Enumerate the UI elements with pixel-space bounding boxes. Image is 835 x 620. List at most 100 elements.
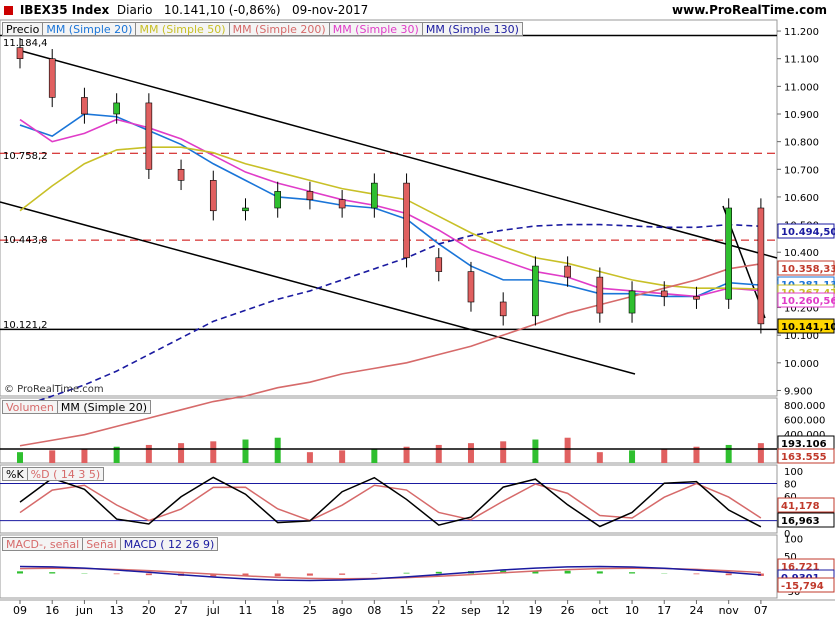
price-legend: Precio MM (Simple 20) MM (Simple 50) MM (Si… — [2, 22, 523, 36]
volume-bar — [500, 441, 507, 463]
legend-item[interactable]: MM (Simple 130) — [421, 22, 523, 36]
x-tick-label: nov — [719, 604, 740, 617]
level-label-4: 10.121,2 — [3, 320, 48, 331]
level-label-3: 10.443,8 — [3, 235, 48, 246]
x-tick-label: sep — [461, 604, 480, 617]
value-badge-text: 10.494,50 — [781, 227, 835, 238]
y-tick-label: 50 — [784, 552, 797, 563]
x-tick-label: 24 — [689, 604, 703, 617]
x-tick-label: 10 — [625, 604, 639, 617]
level-label-2: 10.758,2 — [3, 151, 48, 162]
macd-histogram-bar — [564, 570, 571, 574]
macd-histogram-bar — [435, 571, 442, 574]
volume-bar — [274, 437, 281, 463]
legend-item[interactable]: %K — [2, 467, 28, 481]
macd-line — [19, 565, 761, 582]
candle-body — [628, 290, 636, 314]
y-tick-label: 10.400 — [784, 248, 819, 259]
volume-legend: Volumen MM (Simple 20) — [2, 400, 152, 414]
volume-bar — [693, 446, 700, 463]
y-tick-label: 100 — [784, 535, 803, 546]
volume-bar — [339, 450, 346, 463]
x-tick-label: 18 — [271, 604, 285, 617]
chart-header: IBEX35 Index Diario 10.141,10 (-0,86%) 0… — [4, 3, 368, 17]
stoch-legend: %K %D ( 14 3 5) — [2, 467, 105, 481]
candle-body — [274, 191, 282, 209]
volume-bar — [629, 450, 636, 463]
candle-body — [113, 102, 120, 115]
value-badge-text: 193.106 — [781, 439, 827, 450]
y-tick-label: 80 — [784, 480, 797, 491]
volume-bar — [467, 443, 474, 463]
legend-item[interactable]: MACD-, señal — [2, 537, 84, 551]
macd-histogram-bar — [145, 573, 152, 576]
volume-bar — [17, 452, 23, 463]
candle-body — [145, 102, 153, 170]
volume-bar — [371, 448, 378, 463]
candle-body — [660, 290, 668, 297]
y-tick-label: 100 — [784, 467, 803, 478]
x-tick-label: 12 — [496, 604, 510, 617]
volume-bar — [81, 448, 88, 463]
volume-bar — [564, 437, 571, 463]
candle-body — [757, 207, 765, 325]
legend-item[interactable]: MM (Simple 30) — [328, 22, 423, 36]
x-tick-label: 09 — [13, 604, 27, 617]
candle-body — [499, 301, 507, 317]
value-badge-text: 163.555 — [781, 452, 827, 463]
site-url[interactable]: www.ProRealTime.com — [672, 3, 827, 17]
watermark: © ProRealTime.com — [4, 384, 104, 395]
y-tick-label: 800.000 — [784, 401, 825, 412]
x-tick-label: oct — [591, 604, 609, 617]
volume-bar — [210, 441, 217, 463]
y-tick-label: 9.900 — [784, 386, 813, 397]
volume-bar — [145, 444, 152, 463]
legend-item[interactable]: Volumen — [2, 400, 58, 414]
y-tick-label: 10.000 — [784, 359, 819, 370]
macd-histogram-bar — [629, 572, 636, 574]
period: Diario — [116, 3, 153, 17]
macd-histogram-bar — [242, 573, 249, 577]
value-badge — [777, 448, 835, 464]
macd-histogram-bar — [532, 570, 539, 574]
value-badge — [777, 260, 835, 276]
value-badge — [777, 497, 835, 513]
legend-item[interactable]: MACD ( 12 26 9) — [119, 537, 219, 551]
y-tick-label: 10.700 — [784, 165, 819, 176]
candle-body — [403, 182, 410, 259]
symbol-name[interactable]: IBEX35 Index — [19, 3, 110, 17]
legend-item[interactable]: Precio — [2, 22, 44, 36]
macd-histogram-bar — [210, 573, 217, 577]
candle-body — [693, 296, 700, 300]
x-tick-label: 13 — [110, 604, 124, 617]
x-tick-label: 16 — [45, 604, 59, 617]
legend-item[interactable]: Señal — [82, 537, 121, 551]
volume-bar — [757, 443, 764, 463]
x-tick-label: ago — [332, 604, 353, 617]
macd-histogram-bar — [725, 573, 732, 576]
legend-item[interactable]: MM (Simple 20) — [42, 22, 137, 36]
legend-item[interactable]: MM (Simple 200) — [228, 22, 330, 36]
candle-body — [81, 97, 88, 115]
macd-legend: MACD-, señal Señal MACD ( 12 26 9) — [2, 537, 219, 551]
value-badge-text: 16,963 — [781, 516, 820, 527]
candle-body — [306, 191, 314, 201]
macd-histogram-bar — [596, 571, 603, 574]
last-price: 10.141,10 (-0,86%) — [163, 3, 281, 17]
value-badge — [777, 318, 835, 334]
macd-histogram-bar — [17, 571, 23, 574]
volume-bar — [661, 448, 668, 463]
value-badge-text: 41,178 — [781, 501, 820, 512]
legend-item[interactable]: %D ( 14 3 5) — [26, 467, 105, 481]
legend-item[interactable]: MM (Simple 20) — [56, 400, 152, 414]
volume-bar — [306, 452, 313, 463]
candle-body — [48, 58, 56, 98]
volume-bar — [725, 444, 732, 463]
candle-body — [725, 207, 732, 300]
ma-line — [19, 146, 761, 290]
x-tick-label: 26 — [561, 604, 575, 617]
macd-histogram-bar — [49, 572, 56, 574]
legend-item[interactable]: MM (Simple 50) — [135, 22, 230, 36]
candle-body — [532, 265, 539, 317]
candle-body — [242, 207, 249, 212]
